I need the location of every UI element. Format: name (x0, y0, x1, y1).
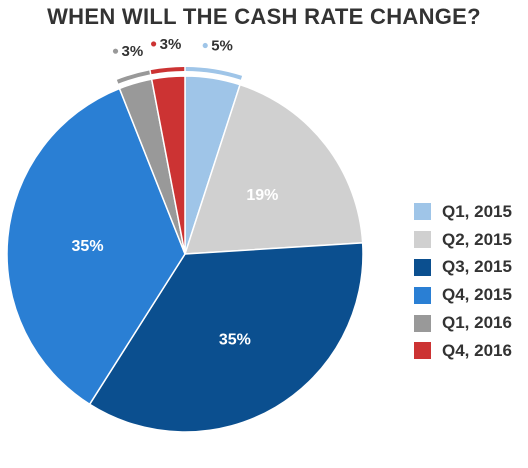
legend-label: Q2, 2015 (442, 229, 512, 249)
pie-slice-3 (88, 242, 364, 433)
legend-item: Q4, 2015 (414, 281, 512, 309)
chart-title: WHEN WILL THE CASH RATE CHANGE? (47, 4, 481, 29)
legend-swatch (414, 203, 431, 221)
legend-swatch (414, 258, 431, 276)
slice-label-5: 3% (122, 43, 144, 60)
legend-item: Q1, 2016 (414, 309, 512, 337)
slice-label-3: 35% (219, 331, 251, 348)
callout-arc-1 (185, 67, 243, 80)
legend-swatch (414, 286, 431, 304)
slice-label-6: 3% (160, 36, 182, 53)
pie-slice-4 (6, 87, 186, 406)
legend-label: Q3, 2015 (442, 257, 512, 277)
callout-arc-5 (116, 70, 151, 84)
callout-arc-6 (150, 67, 185, 75)
callout-dot-1 (202, 42, 208, 49)
legend-swatch (414, 231, 431, 249)
callout-dot-5 (112, 48, 119, 54)
legend-swatch (414, 314, 431, 332)
slice-label-1: 5% (211, 38, 233, 55)
slice-label-4: 35% (72, 238, 104, 255)
legend-label: Q4, 2015 (442, 285, 512, 305)
legend-item: Q2, 2015 (414, 226, 512, 254)
legend-label: Q1, 2015 (442, 201, 512, 221)
chart-legend: Q1, 2015 Q2, 2015 Q3, 2015 Q4, 2015 Q1, 2016… (414, 198, 512, 365)
callout-dot-6 (151, 41, 157, 47)
pie-slice-6 (150, 75, 186, 255)
pie-slice-2 (183, 83, 364, 255)
legend-swatch (414, 342, 431, 360)
legend-item: Q3, 2015 (414, 254, 512, 282)
legend-item: Q1, 2015 (414, 198, 512, 226)
legend-item: Q4, 2016 (414, 337, 512, 365)
legend-label: Q1, 2016 (442, 313, 512, 333)
slice-label-2: 19% (246, 187, 278, 204)
legend-label: Q4, 2016 (442, 340, 512, 360)
